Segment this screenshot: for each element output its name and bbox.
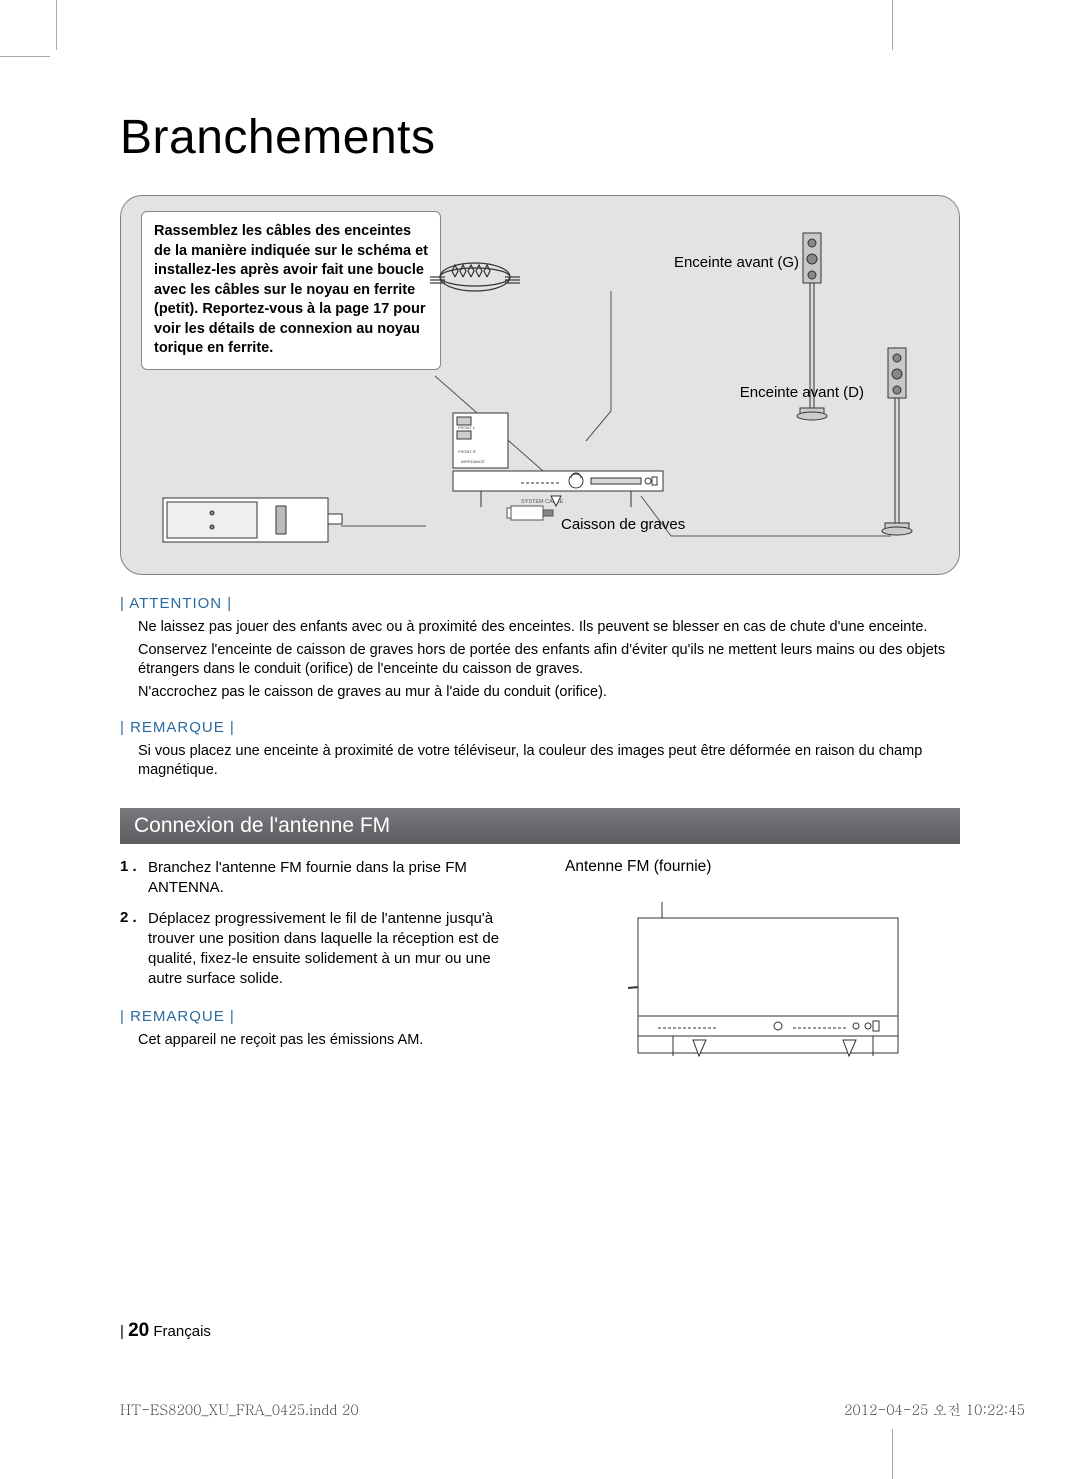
remarque-label: | REMARQUE | bbox=[120, 719, 960, 736]
antenna-label: Antenne FM (fournie) bbox=[565, 858, 711, 876]
step-number: 2 . bbox=[120, 909, 148, 990]
remarque-line: Si vous placez une enceinte à proximité … bbox=[138, 742, 960, 780]
speaker-right-label: Enceinte avant (D) bbox=[740, 384, 864, 401]
print-timestamp: 2012-04-25 오전 10:22:45 bbox=[844, 1399, 1025, 1419]
step-item: 2 . Déplacez progressivement le fil de l… bbox=[120, 909, 525, 990]
attention-label: | ATTENTION | bbox=[120, 595, 960, 612]
print-footer: HT-ES8200_XU_FRA_0425.indd 20 2012-04-25… bbox=[120, 1399, 1025, 1419]
step-text: Déplacez progressivement le fil de l'ant… bbox=[148, 909, 525, 990]
subwoofer-label: Caisson de graves bbox=[561, 516, 685, 533]
subwoofer-icon bbox=[161, 496, 346, 551]
antenna-diagram: FM ANT bbox=[598, 858, 918, 1088]
page-title: Branchements bbox=[120, 110, 960, 165]
footer-page-number: | 20 Français bbox=[120, 1320, 211, 1342]
step-text: Branchez l'antenne FM fournie dans la pr… bbox=[148, 858, 525, 899]
speaker-left-label: Enceinte avant (G) bbox=[674, 254, 799, 271]
attention-body: Ne laissez pas jouer des enfants avec ou… bbox=[120, 618, 960, 701]
steps-list: 1 . Branchez l'antenne FM fournie dans l… bbox=[120, 858, 525, 990]
svg-text:IMPEDANCE: IMPEDANCE bbox=[461, 459, 485, 464]
page-number-value: 20 bbox=[128, 1320, 149, 1341]
page-content: Branchements Rassemblez les câbles des e… bbox=[0, 0, 1080, 1148]
page-lang: Français bbox=[153, 1323, 211, 1340]
remarque2-line: Cet appareil ne reçoit pas les émissions… bbox=[138, 1031, 525, 1050]
step-item: 1 . Branchez l'antenne FM fournie dans l… bbox=[120, 858, 525, 899]
remarque2-label: | REMARQUE | bbox=[120, 1008, 525, 1025]
indd-filename: HT-ES8200_XU_FRA_0425.indd 20 bbox=[120, 1399, 359, 1419]
remarque-body: Si vous placez une enceinte à proximité … bbox=[120, 742, 960, 780]
attention-line: Ne laissez pas jouer des enfants avec ou… bbox=[138, 618, 960, 637]
svg-text:FRONT R: FRONT R bbox=[458, 449, 476, 454]
svg-text:FRONT L: FRONT L bbox=[458, 425, 476, 430]
section-bar-fm: Connexion de l'antenne FM bbox=[120, 808, 960, 844]
step-number: 1 . bbox=[120, 858, 148, 899]
main-unit-icon: FRONT R FRONT L IMPEDANCE bbox=[451, 411, 671, 516]
remarque2-body: Cet appareil ne reçoit pas les émissions… bbox=[120, 1031, 525, 1050]
fm-section: 1 . Branchez l'antenne FM fournie dans l… bbox=[120, 858, 960, 1088]
speaker-diagram-box: Rassemblez les câbles des enceintes de l… bbox=[120, 195, 960, 575]
attention-line: Conservez l'enceinte de caisson de grave… bbox=[138, 641, 960, 679]
attention-line: N'accrochez pas le caisson de graves au … bbox=[138, 683, 960, 702]
